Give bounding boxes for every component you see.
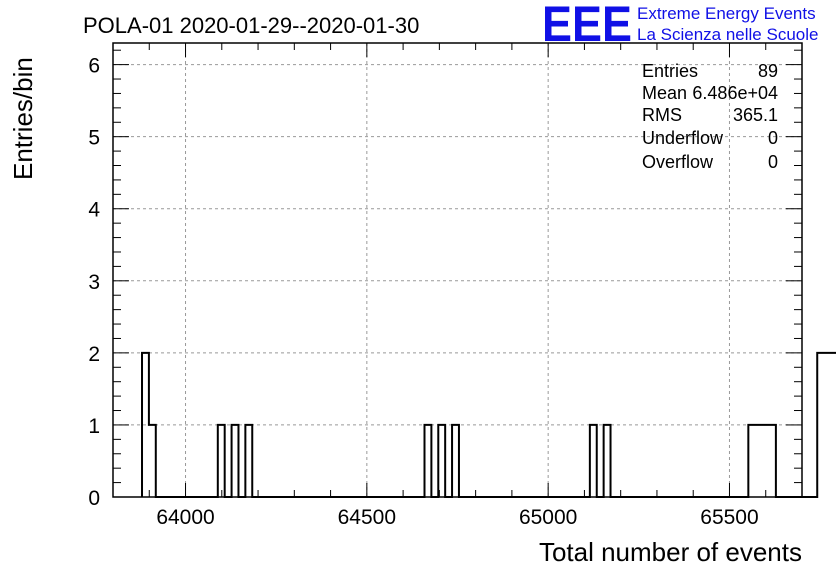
- eee-logo: EEE Extreme Energy Events La Scienza nel…: [542, 0, 818, 52]
- x-axis-title: Total number of events: [539, 537, 802, 567]
- stats-overflow-value: 0: [768, 152, 778, 172]
- stats-entries-value: 89: [758, 61, 778, 81]
- stats-underflow-value: 0: [768, 128, 778, 148]
- stats-mean-value: 6.486e+04: [692, 83, 778, 103]
- y-tick-label: 6: [88, 55, 100, 78]
- stats-rms-label: RMS: [642, 105, 682, 125]
- y-tick-label: 5: [88, 127, 100, 150]
- plot-frame: [112, 42, 803, 498]
- stats-entries-label: Entries: [642, 61, 698, 81]
- y-axis-title: Entries/bin: [8, 57, 38, 180]
- y-tick-labels: 0 1 2 3 4 5 6: [88, 55, 100, 510]
- x-tick-labels: 64000 64500 65000 65500: [156, 506, 758, 529]
- axes: [112, 42, 803, 498]
- y-tick-label: 2: [88, 343, 100, 366]
- x-tick-label: 64500: [338, 506, 396, 529]
- stats-rms-value: 365.1: [733, 105, 778, 125]
- x-tick-label: 65500: [700, 506, 758, 529]
- grid-lines: [113, 43, 802, 497]
- eee-logo-acronym: EEE: [542, 0, 632, 52]
- y-tick-label: 0: [88, 487, 100, 510]
- chart-title: POLA-01 2020-01-29--2020-01-30: [83, 13, 419, 38]
- stats-mean-label: Mean: [642, 83, 687, 103]
- eee-logo-line2: La Scienza nelle Scuole: [637, 25, 818, 44]
- x-tick-label: 64000: [156, 506, 214, 529]
- eee-logo-line1: Extreme Energy Events: [637, 4, 816, 23]
- stats-underflow-label: Underflow: [642, 128, 724, 148]
- stats-overflow-label: Overflow: [642, 152, 714, 172]
- y-tick-label: 3: [88, 271, 100, 294]
- x-tick-label: 65000: [519, 506, 577, 529]
- y-tick-label: 4: [88, 199, 100, 222]
- y-tick-label: 1: [88, 415, 100, 438]
- stats-box: Entries 89 Mean 6.486e+04 RMS 365.1 Unde…: [642, 61, 778, 172]
